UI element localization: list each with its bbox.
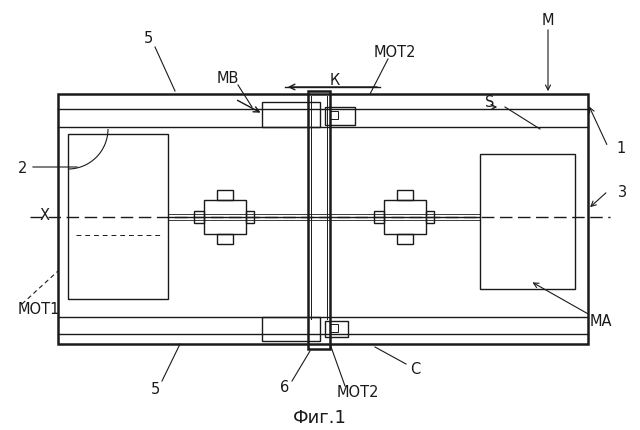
Bar	[217, 190, 233, 200]
Bar	[246, 212, 254, 224]
Text: Фиг.1: Фиг.1	[293, 408, 347, 426]
Bar	[384, 200, 426, 234]
Text: S: S	[485, 94, 495, 109]
Text: МВ: МВ	[217, 71, 239, 85]
Bar	[262, 317, 320, 341]
Text: МОТ1: МОТ1	[18, 302, 60, 317]
Bar	[68, 135, 168, 299]
Text: M: M	[541, 12, 554, 28]
Text: 2: 2	[18, 160, 28, 175]
Bar	[262, 103, 320, 128]
Bar	[325, 108, 355, 126]
Bar	[308, 92, 330, 349]
Bar	[204, 200, 246, 234]
Bar	[374, 212, 384, 224]
Bar	[58, 95, 588, 344]
Bar	[325, 321, 348, 337]
Text: 3: 3	[618, 184, 627, 199]
Bar	[397, 190, 413, 200]
Text: 5: 5	[150, 381, 159, 396]
Text: С: С	[410, 362, 420, 377]
Text: X: X	[40, 207, 50, 222]
Bar	[330, 324, 338, 332]
Text: МОТ2: МОТ2	[374, 44, 416, 59]
Text: 1: 1	[616, 140, 625, 155]
Text: 5: 5	[143, 31, 152, 46]
Bar	[397, 234, 413, 244]
Text: МОТ2: МОТ2	[337, 384, 380, 399]
Text: К: К	[330, 72, 340, 87]
Bar	[194, 212, 204, 224]
Bar	[217, 234, 233, 244]
Bar	[480, 155, 575, 289]
Bar	[330, 112, 338, 120]
Bar	[426, 212, 434, 224]
Text: 6: 6	[280, 380, 290, 395]
Text: МА: МА	[590, 314, 612, 329]
